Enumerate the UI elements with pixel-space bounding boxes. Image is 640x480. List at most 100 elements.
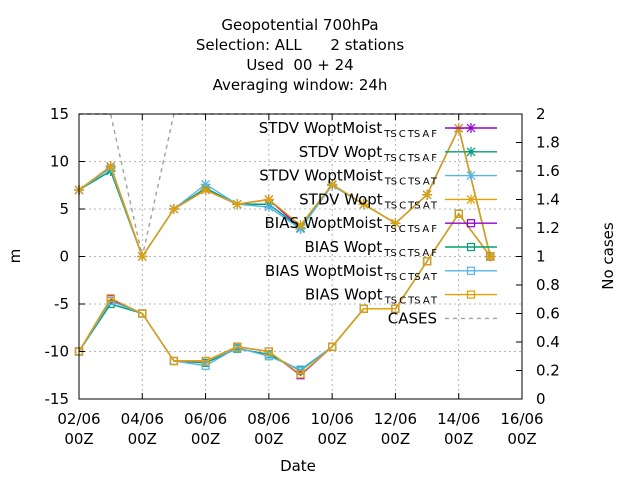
- data-point: [454, 209, 463, 218]
- legend-label: STDV Wopt TS C TS A F: [299, 143, 438, 164]
- x-tick-label-hour: 00Z: [381, 430, 410, 448]
- legend-label: BIAS Wopt TS C TS A T: [305, 286, 438, 307]
- legend-label: STDV Wopt TS C TS A T: [299, 190, 438, 211]
- legend-label: STDV WoptMoist TS C TS A F: [259, 119, 437, 140]
- y-tick-label: 5: [59, 200, 69, 218]
- legend-entry: BIAS WoptMoist TS C TS A F: [265, 214, 497, 235]
- data-point: [232, 199, 243, 210]
- y2-tick-label: 1.6: [536, 162, 560, 180]
- y2-tick-label: 0.6: [536, 305, 560, 323]
- data-point: [295, 220, 306, 231]
- legend-label: BIAS WoptMoist TS C TS A T: [265, 262, 438, 283]
- axis-layer: -15-10-505101502/0600Z04/0600Z06/0600Z08…: [45, 105, 560, 448]
- x-tick-label-hour: 00Z: [444, 430, 473, 448]
- y-tick-label: 0: [59, 248, 69, 266]
- data-point: [169, 356, 179, 366]
- legend-label: BIAS Wopt TS C TS A F: [304, 238, 437, 259]
- legend-entry: STDV Wopt TS C TS A T: [299, 190, 497, 211]
- chart-title-line-3: Used 00 + 24: [246, 56, 354, 74]
- x-tick-label-date: 16/06: [500, 410, 543, 428]
- series-line: [78, 212, 491, 376]
- data-point: [422, 189, 433, 200]
- data-point: [264, 347, 273, 356]
- y-tick-label: 10: [50, 153, 69, 171]
- chart-title-line-4: Averaging window: 24h: [212, 76, 388, 94]
- legend-entry: BIAS Wopt TS C TS A F: [304, 238, 497, 259]
- legend: STDV WoptMoist TS C TS A F STDV Wopt TS C TS A F STD…: [259, 119, 497, 327]
- y2-tick-label: 1.2: [536, 219, 560, 237]
- series-4: [74, 209, 495, 380]
- x-tick-label-date: 14/06: [437, 410, 480, 428]
- legend-sample-marker: [466, 146, 476, 157]
- legend-sample-marker: [466, 194, 476, 205]
- data-point: [358, 199, 369, 210]
- grid-layer: [79, 114, 522, 399]
- y2-tick-label: 1.8: [536, 134, 560, 152]
- data-point: [391, 304, 400, 313]
- legend-entry: CASES: [388, 309, 497, 327]
- x-tick-label-date: 12/06: [374, 410, 417, 428]
- data-point: [138, 309, 147, 318]
- x-tick-label-hour: 00Z: [254, 430, 283, 448]
- data-point: [486, 252, 495, 261]
- y-tick-label: -10: [45, 343, 70, 361]
- legend-sample-marker: [466, 123, 476, 133]
- y2-axis-label: No cases: [599, 222, 617, 290]
- y-axis-label: m: [6, 249, 24, 264]
- series-line: [78, 212, 491, 377]
- data-point: [390, 218, 401, 229]
- data-point: [137, 251, 148, 262]
- legend-entry: STDV Wopt TS C TS A F: [299, 143, 497, 164]
- data-point: [296, 365, 305, 374]
- y-tick-label: -15: [45, 390, 70, 408]
- chart-title-line-1: Geopotential 700hPa: [221, 16, 379, 34]
- data-point: [328, 342, 337, 351]
- x-tick-label-hour: 00Z: [191, 430, 220, 448]
- legend-label: STDV WoptMoist TS C TS A T: [259, 167, 438, 188]
- series-line: [78, 212, 491, 372]
- data-point: [201, 361, 210, 370]
- legend-sample-marker: [466, 290, 476, 299]
- y2-tick-label: 2: [536, 105, 546, 123]
- legend-sample-marker: [466, 242, 476, 252]
- y2-tick-label: 0: [536, 390, 546, 408]
- x-tick-label-hour: 00Z: [64, 430, 93, 448]
- legend-entry: STDV WoptMoist TS C TS A T: [259, 167, 497, 188]
- legend-sample-marker: [466, 266, 476, 275]
- x-axis-label: Date: [280, 457, 316, 475]
- legend-sample-marker: [466, 219, 476, 228]
- y2-tick-label: 0.8: [536, 276, 560, 294]
- data-point: [201, 356, 210, 366]
- legend-label: BIAS WoptMoist TS C TS A F: [265, 214, 438, 235]
- data-point: [168, 204, 179, 214]
- legend-entry: STDV WoptMoist TS C TS A F: [259, 119, 497, 140]
- legend-entry: BIAS Wopt TS C TS A T: [305, 286, 497, 307]
- x-tick-label-hour: 00Z: [128, 430, 157, 448]
- legend-label: CASES: [388, 309, 437, 327]
- y2-tick-label: 1: [536, 248, 546, 266]
- x-tick-label-hour: 00Z: [507, 430, 536, 448]
- data-point: [359, 304, 368, 313]
- series-7: [74, 209, 495, 379]
- series-3: [74, 123, 496, 262]
- data-point: [233, 342, 242, 351]
- data-point: [106, 294, 115, 303]
- data-point: [105, 161, 116, 172]
- series-line: [78, 126, 492, 259]
- x-tick-label-date: 08/06: [247, 410, 290, 428]
- chart-title-line-2: Selection: ALL 2 stations: [195, 36, 405, 54]
- y-tick-label: 15: [50, 105, 69, 123]
- y2-tick-label: 0.4: [536, 333, 560, 351]
- y-tick-label: -5: [54, 295, 69, 313]
- x-tick-label-hour: 00Z: [317, 430, 346, 448]
- x-tick-label-date: 06/06: [184, 410, 227, 428]
- data-point: [264, 352, 273, 361]
- data-point: [327, 179, 338, 190]
- legend-entry: BIAS WoptMoist TS C TS A T: [265, 262, 497, 283]
- y2-tick-label: 0.2: [536, 362, 560, 380]
- x-tick-label-date: 02/06: [57, 410, 100, 428]
- x-tick-label-date: 10/06: [311, 410, 354, 428]
- x-tick-label-date: 04/06: [121, 410, 164, 428]
- data-point: [263, 194, 274, 205]
- legend-sample-marker: [466, 170, 476, 181]
